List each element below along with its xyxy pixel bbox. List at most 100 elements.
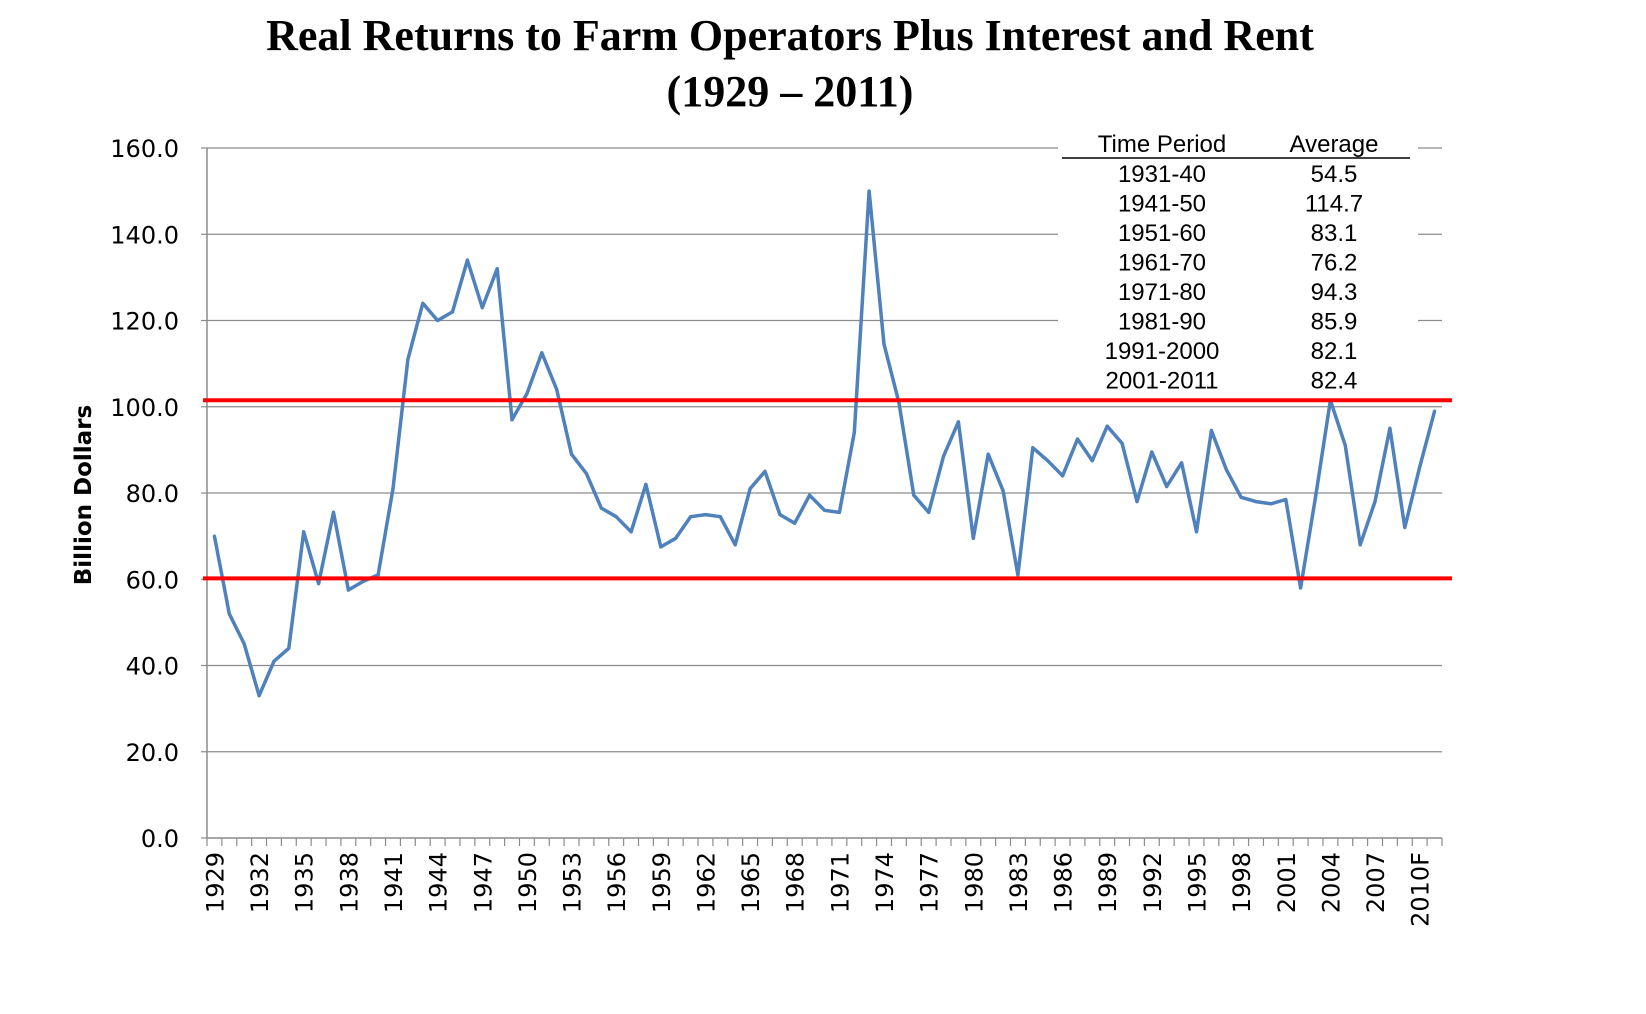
x-tick-label: 1968 [782, 852, 810, 913]
data-point [1224, 467, 1228, 471]
data-point [346, 588, 350, 592]
data-point [1165, 484, 1169, 489]
data-point [674, 536, 678, 540]
data-point [1120, 441, 1124, 445]
table-cell-period: 1931-40 [1118, 161, 1206, 188]
data-point [406, 357, 410, 361]
data-point [1135, 500, 1139, 504]
x-tick-label: 1959 [648, 852, 676, 913]
chart-title: Real Returns to Farm Operators Plus Inte… [0, 8, 1580, 120]
data-point [644, 482, 648, 486]
table-cell-average: 76.2 [1311, 250, 1358, 277]
x-tick-label: 1977 [916, 852, 944, 913]
data-point [436, 318, 440, 323]
data-point [1061, 474, 1065, 478]
table-cell-period: 1971-80 [1118, 279, 1206, 306]
y-tick-label: 160.0 [110, 135, 179, 163]
x-tick-label: 1989 [1094, 852, 1122, 913]
y-tick-label: 40.0 [126, 653, 179, 681]
data-point [317, 582, 321, 586]
x-tick-label: 1950 [514, 852, 542, 913]
x-tick-label: 1938 [335, 852, 363, 913]
table-cell-average: 114.7 [1305, 191, 1363, 218]
data-point [1254, 500, 1258, 504]
x-tick-label: 1947 [469, 852, 497, 913]
data-point [1433, 409, 1437, 413]
data-point [971, 536, 975, 540]
data-point [941, 454, 946, 458]
reference-lines [203, 398, 1452, 581]
data-point [748, 487, 752, 491]
data-point [331, 510, 336, 514]
data-point [629, 530, 633, 534]
data-point [956, 420, 961, 424]
inset-table: Time Period Average 1931-40 54.5 1941-50 114.… [1062, 131, 1410, 395]
data-point [1090, 459, 1094, 463]
data-point [495, 267, 499, 271]
x-tick-label: 2001 [1273, 852, 1301, 913]
table-cell-average: 83.1 [1311, 220, 1358, 247]
inset-table-background [1058, 128, 1418, 398]
table-cell-average: 82.4 [1311, 368, 1358, 395]
data-point [1284, 497, 1288, 502]
data-point [1016, 573, 1020, 577]
y-tick-label: 80.0 [126, 480, 179, 508]
data-point [287, 646, 291, 650]
x-tick-label: 1935 [291, 852, 319, 913]
data-point [822, 508, 827, 512]
data-point [763, 469, 767, 473]
table-header-average: Average [1290, 131, 1379, 158]
data-point [272, 659, 276, 663]
data-point [718, 515, 722, 519]
data-point [361, 579, 365, 584]
axes [201, 147, 1443, 846]
y-tick-label: 60.0 [126, 566, 179, 594]
data-point [778, 513, 782, 517]
data-point [569, 452, 574, 456]
data-point [659, 545, 663, 549]
data-point [837, 510, 842, 514]
y-tick-label: 120.0 [110, 308, 179, 336]
data-point [480, 306, 484, 310]
data-point [212, 534, 216, 538]
data-point [912, 493, 916, 497]
data-point [584, 472, 589, 476]
data-point [421, 301, 425, 305]
y-tick-label: 100.0 [110, 394, 179, 422]
y-tick-label: 0.0 [141, 825, 179, 853]
data-point [599, 506, 603, 510]
x-tick-label: 1941 [380, 852, 408, 913]
data-point [1388, 426, 1392, 430]
x-tick-label: 1956 [603, 852, 631, 913]
chart-title-line1: Real Returns to Farm Operators Plus Inte… [266, 11, 1314, 60]
table-cell-period: 1961-70 [1118, 250, 1206, 277]
data-point [376, 573, 380, 577]
y-tick-label: 20.0 [126, 739, 179, 767]
table-cell-period: 1951-60 [1118, 220, 1206, 247]
data-point [927, 510, 931, 514]
table-cell-average: 85.9 [1311, 309, 1358, 336]
data-point [1209, 428, 1213, 433]
chart-title-line2: (1929 – 2011) [666, 67, 914, 116]
table-cell-period: 2001-2011 [1106, 368, 1219, 395]
table-cell-average: 94.3 [1311, 279, 1358, 306]
table-cell-average: 54.5 [1311, 161, 1358, 188]
data-point [227, 612, 231, 616]
data-point [733, 543, 737, 547]
data-point [986, 452, 990, 456]
data-point [614, 515, 618, 519]
x-tick-label: 1932 [246, 852, 274, 913]
x-tick-label: 1992 [1139, 852, 1167, 913]
data-point [391, 487, 395, 491]
table-header-period: Time Period [1098, 131, 1226, 158]
data-point [1105, 424, 1109, 428]
data-point [525, 392, 529, 396]
x-tick-label: 1983 [1005, 852, 1033, 913]
data-point [465, 258, 469, 262]
inset-table-bg [1058, 128, 1418, 398]
axis-labels: 0.0 20.0 40.0 60.0 80.0 100.0 120.0 140.0 160.0 1… [71, 135, 1435, 927]
data-point [257, 694, 261, 698]
data-point [703, 513, 708, 517]
data-point [1418, 465, 1422, 469]
